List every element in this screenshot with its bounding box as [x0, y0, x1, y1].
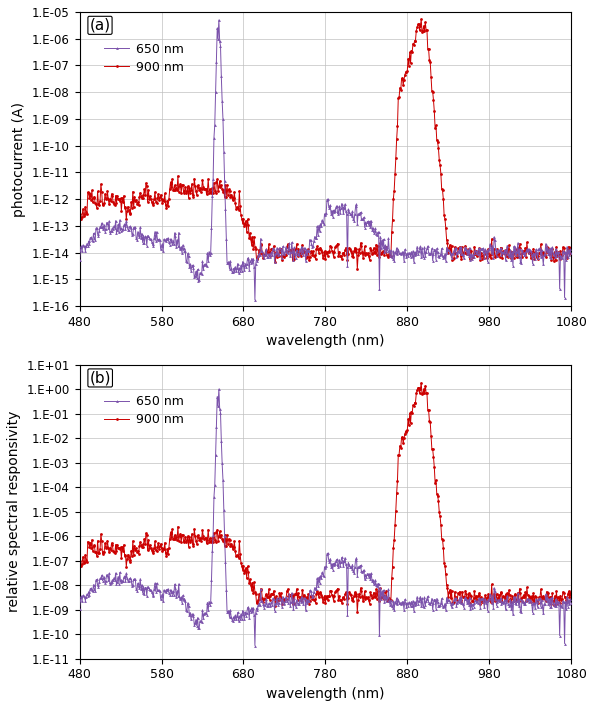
- 900 nm: [354, 607, 361, 616]
- 900 nm: [418, 15, 425, 23]
- Legend: 650 nm, 900 nm: 650 nm, 900 nm: [100, 39, 187, 77]
- 650 nm: [554, 247, 561, 256]
- 900 nm: [76, 562, 83, 571]
- 900 nm: [76, 215, 83, 224]
- 650 nm: [239, 258, 246, 266]
- 900 nm: [168, 183, 175, 191]
- 650 nm: [107, 227, 114, 236]
- 650 nm: [168, 588, 175, 596]
- 900 nm: [107, 197, 114, 205]
- 900 nm: [567, 594, 574, 603]
- 650 nm: [215, 385, 222, 394]
- 900 nm: [554, 251, 561, 260]
- Line: 900 nm: 900 nm: [78, 382, 573, 613]
- 650 nm: [469, 600, 476, 608]
- 650 nm: [567, 599, 574, 607]
- 900 nm: [238, 215, 245, 223]
- 900 nm: [536, 593, 544, 602]
- Line: 900 nm: 900 nm: [78, 18, 573, 270]
- 650 nm: [554, 597, 561, 605]
- Line: 650 nm: 650 nm: [78, 388, 573, 647]
- X-axis label: wavelength (nm): wavelength (nm): [266, 687, 384, 701]
- 900 nm: [107, 546, 114, 554]
- 900 nm: [418, 379, 425, 387]
- Line: 650 nm: 650 nm: [78, 18, 573, 301]
- 900 nm: [354, 265, 361, 273]
- 900 nm: [168, 532, 175, 541]
- 650 nm: [469, 250, 476, 258]
- 650 nm: [567, 249, 574, 258]
- 900 nm: [554, 595, 561, 604]
- 650 nm: [215, 16, 222, 24]
- 900 nm: [238, 561, 245, 570]
- 900 nm: [469, 597, 476, 605]
- Y-axis label: photocurrent (A): photocurrent (A): [12, 101, 26, 217]
- Legend: 650 nm, 900 nm: 650 nm, 900 nm: [100, 392, 187, 430]
- 650 nm: [76, 605, 83, 613]
- 650 nm: [251, 295, 258, 304]
- 900 nm: [469, 253, 476, 261]
- 900 nm: [567, 250, 574, 258]
- 650 nm: [107, 578, 114, 587]
- Text: (b): (b): [90, 370, 111, 385]
- 650 nm: [168, 236, 175, 245]
- Y-axis label: relative spectral responsivity: relative spectral responsivity: [7, 411, 21, 612]
- X-axis label: wavelength (nm): wavelength (nm): [266, 334, 384, 348]
- 900 nm: [536, 249, 544, 258]
- 650 nm: [536, 594, 544, 603]
- 650 nm: [251, 641, 258, 650]
- 650 nm: [76, 256, 83, 264]
- 650 nm: [536, 244, 544, 252]
- Text: (a): (a): [90, 18, 110, 33]
- 650 nm: [239, 606, 246, 615]
